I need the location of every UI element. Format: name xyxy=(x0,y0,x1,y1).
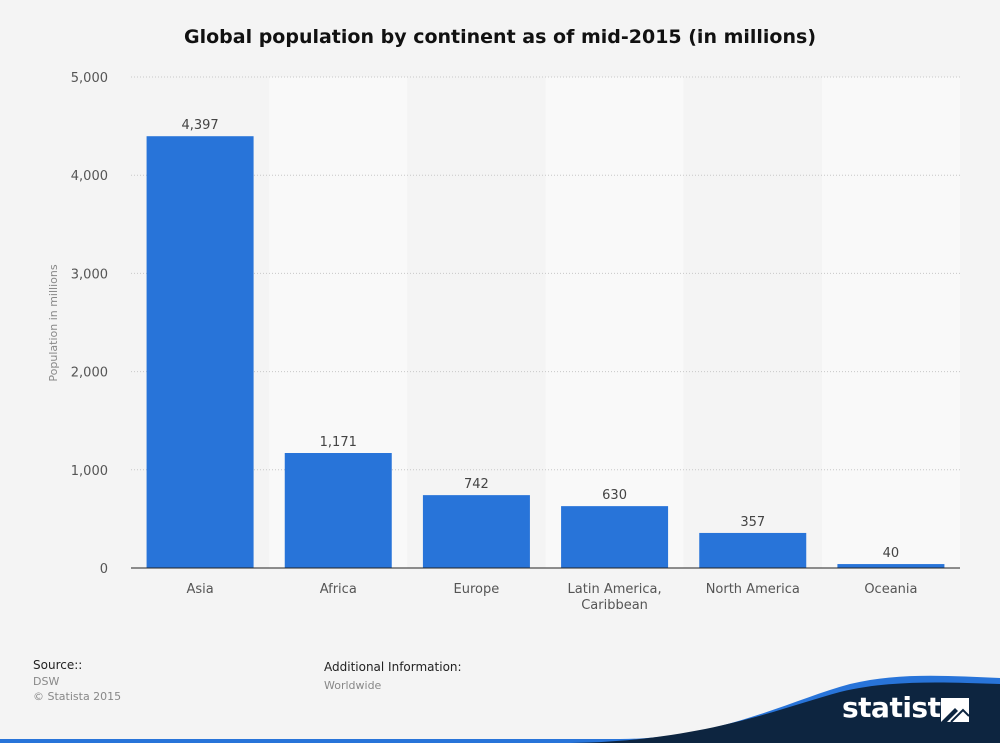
y-axis-ticks: 0 1,000 2,000 3,000 4,000 5,000 xyxy=(71,71,108,577)
value-label: 1,171 xyxy=(320,435,357,450)
bar xyxy=(699,532,807,568)
bar-chart: 0 1,000 2,000 3,000 4,000 5,000 4,397 1,171 742… xyxy=(47,71,960,613)
value-label: 630 xyxy=(602,488,627,503)
value-label: 40 xyxy=(883,546,900,561)
plot-band xyxy=(545,77,684,568)
bar xyxy=(561,506,669,568)
bar xyxy=(837,564,945,568)
x-tick-label: Latin America, Caribbean xyxy=(568,582,662,613)
x-tick-label: Asia xyxy=(186,582,213,597)
y-tick-label: 3,000 xyxy=(71,267,108,282)
bar xyxy=(422,495,530,568)
y-tick-label: 0 xyxy=(100,562,108,577)
plot-bands xyxy=(131,77,960,568)
bar xyxy=(284,453,392,568)
y-axis-label: Population in millions xyxy=(47,264,60,381)
y-tick-label: 5,000 xyxy=(71,71,108,86)
value-label: 742 xyxy=(464,477,489,492)
source-label: Source:: xyxy=(33,658,83,672)
source-value: DSW xyxy=(33,675,60,688)
value-label: 4,397 xyxy=(181,118,218,133)
x-tick-label: Africa xyxy=(320,582,357,597)
x-tick-label: North America xyxy=(706,582,800,597)
bars xyxy=(146,136,945,568)
statista-logo-icon xyxy=(941,698,969,722)
gridlines xyxy=(131,76,960,471)
chart-title: Global population by continent as of mid… xyxy=(183,26,817,48)
y-tick-label: 2,000 xyxy=(71,366,108,381)
x-tick-label: Europe xyxy=(454,582,500,597)
bar xyxy=(146,136,254,568)
value-label: 357 xyxy=(740,515,765,530)
y-tick-label: 1,000 xyxy=(71,464,108,479)
plot-band xyxy=(821,77,960,568)
y-tick-label: 4,000 xyxy=(71,169,108,184)
x-axis-labels: Asia Africa Europe Latin America, Caribbean N… xyxy=(186,582,917,613)
x-tick-label: Oceania xyxy=(864,582,917,597)
value-labels: 4,397 1,171 742 630 357 40 xyxy=(181,118,899,561)
plot-band xyxy=(407,77,546,568)
plot-band xyxy=(683,77,822,568)
brand-name: statista xyxy=(842,691,959,724)
copyright: © Statista 2015 xyxy=(33,690,122,703)
additional-info-value: Worldwide xyxy=(324,679,382,692)
additional-info-label: Additional Information: xyxy=(324,660,462,674)
